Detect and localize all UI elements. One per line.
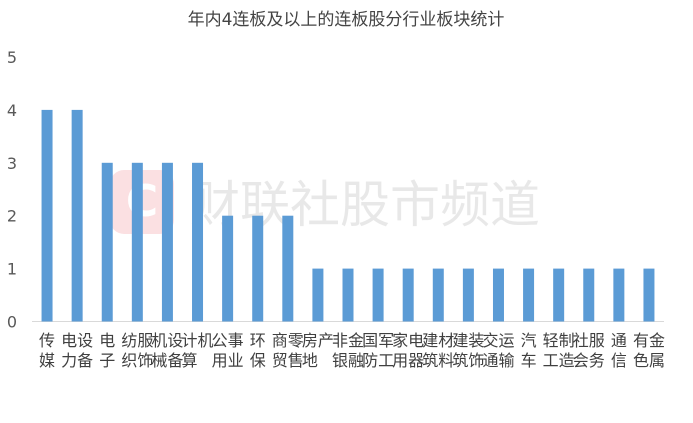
x-tick-label: 公用事业 [212, 331, 244, 370]
y-tick-label: 5 [7, 48, 17, 67]
x-tick-label: 传媒 [39, 331, 55, 370]
bars [41, 109, 655, 322]
x-tick-label: 电子 [99, 331, 115, 370]
x-tick-label: 交通运输 [482, 331, 514, 370]
bar [613, 268, 625, 322]
watermark: C 财联社股市频道 [110, 170, 540, 234]
y-axis-ticks: 0 1 2 3 4 5 [7, 48, 17, 332]
bar [432, 268, 444, 322]
x-tick-label: 机械设备 [151, 331, 183, 370]
x-tick-label: 社会服务 [573, 331, 605, 370]
x-tick-label: 建筑装饰 [452, 331, 484, 370]
y-tick-label: 1 [7, 260, 17, 279]
x-tick-label: 汽车 [521, 331, 537, 370]
x-tick-label: 电力设备 [61, 331, 93, 370]
bar [41, 109, 53, 322]
x-tick-label: 商贸零售 [272, 331, 304, 370]
bar [222, 215, 234, 322]
watermark-text: 财联社股市频道 [190, 176, 540, 234]
bar [252, 215, 264, 322]
bar [161, 162, 173, 322]
bar [192, 162, 204, 322]
bar [101, 162, 113, 322]
bar [312, 268, 324, 322]
bar [583, 268, 595, 322]
chart-title: 年内4连板及以上的连板股分行业板块统计 [188, 10, 505, 30]
x-tick-label: 纺织服饰 [121, 331, 153, 370]
bar [372, 268, 384, 322]
bar [282, 215, 294, 322]
x-tick-label: 轻工制造 [543, 331, 575, 370]
bar [523, 268, 535, 322]
x-tick-label: 环保 [250, 331, 266, 370]
y-tick-label: 0 [7, 313, 17, 332]
x-tick-label: 计算机 [182, 331, 214, 370]
x-tick-label: 国防军工 [362, 331, 394, 370]
x-tick-label: 非银金融 [332, 331, 364, 370]
x-tick-label: 房地产 [302, 331, 334, 370]
x-tick-label: 有色金属 [633, 331, 665, 370]
x-axis-labels: 传媒电力设备电子纺织服饰机械设备计算机公用事业环保商贸零售房地产非银金融国防军工… [39, 331, 665, 370]
bar [462, 268, 474, 322]
bar [643, 268, 655, 322]
x-tick-label: 建筑材料 [422, 331, 454, 370]
x-tick-label: 通信 [611, 331, 627, 370]
bar [342, 268, 354, 322]
bar [131, 162, 143, 322]
y-tick-label: 3 [7, 154, 17, 173]
x-tick-label: 家用电器 [392, 331, 424, 370]
y-tick-label: 2 [7, 207, 17, 226]
bar [71, 109, 83, 322]
y-tick-label: 4 [7, 101, 17, 120]
bar [402, 268, 414, 322]
bar [553, 268, 565, 322]
bar [492, 268, 504, 322]
